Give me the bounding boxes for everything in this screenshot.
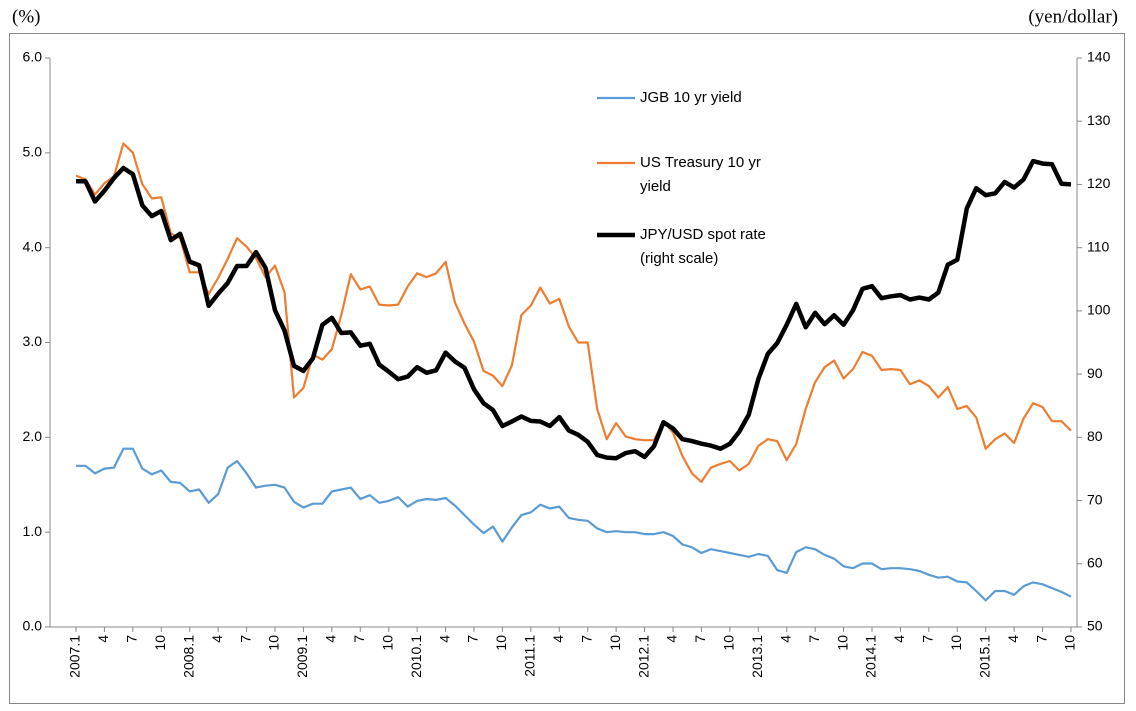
x-tick-label: 4 [664, 635, 680, 643]
x-tick-label: 10 [721, 635, 737, 651]
x-tick-label: 7 [578, 635, 594, 643]
x-tick-label: 7 [124, 635, 140, 643]
chart-frame [9, 33, 1125, 704]
x-tick-label: 10 [834, 635, 850, 651]
x-tick-label: 7 [692, 635, 708, 643]
y2-tick-label: 60 [1087, 554, 1103, 570]
x-tick-label: 4 [209, 635, 225, 643]
y2-tick-label: 130 [1087, 112, 1111, 128]
y-tick-label: 5.0 [23, 144, 43, 160]
x-tick-label: 10 [152, 635, 168, 651]
y2-tick-label: 140 [1087, 49, 1111, 65]
legend-label: JPY/USD spot rate (right scale) [640, 226, 766, 267]
x-tick-label: 7 [1033, 635, 1049, 643]
x-tick-label: 10 [607, 635, 623, 651]
y-tick-label: 4.0 [23, 238, 43, 254]
x-tick-label: 2011.1 [522, 635, 538, 677]
x-tick-label: 7 [351, 635, 367, 643]
x-tick-label: 4 [1005, 635, 1021, 643]
y-tick-label: 6.0 [23, 49, 43, 65]
x-tick-label: 10 [266, 635, 282, 651]
x-tick-label: 10 [1062, 635, 1078, 651]
x-tick-label: 7 [806, 635, 822, 643]
x-tick-label: 4 [891, 635, 907, 643]
x-tick-label: 2010.1 [408, 635, 424, 678]
x-tick-label: 4 [323, 635, 339, 643]
y2-tick-label: 100 [1087, 302, 1111, 318]
x-tick-label: 7 [920, 635, 936, 643]
x-tick-label: 7 [237, 635, 253, 643]
series-line [76, 447, 1072, 602]
legend-label: JGB 10 yr yield [640, 89, 742, 106]
x-tick-label: 10 [379, 635, 395, 651]
x-tick-label: 4 [550, 635, 566, 643]
y2-tick-label: 90 [1087, 365, 1103, 381]
series-line [75, 142, 1072, 483]
y-tick-label: 1.0 [23, 523, 43, 539]
y2-tick-label: 50 [1087, 618, 1103, 634]
legend-label: US Treasury 10 yr yield [640, 154, 761, 195]
x-tick-label: 2015.1 [976, 635, 992, 678]
series-line [76, 158, 1072, 461]
x-tick-label: 2012.1 [635, 635, 651, 678]
x-tick-label: 4 [436, 635, 452, 643]
y2-tick-label: 80 [1087, 428, 1103, 444]
x-tick-label: 10 [493, 635, 509, 651]
y-axis-label: (%) [12, 6, 40, 27]
x-tick-label: 2008.1 [180, 635, 196, 678]
y-tick-label: 0.0 [23, 618, 43, 634]
y2-tick-label: 70 [1087, 491, 1103, 507]
x-tick-label: 7 [465, 635, 481, 643]
x-tick-label: 2014.1 [863, 635, 879, 678]
x-tick-label: 4 [95, 635, 111, 643]
x-tick-label: 10 [948, 635, 964, 651]
y2-tick-label: 110 [1087, 238, 1110, 254]
y2-axis-label: (yen/dollar) [1028, 6, 1118, 27]
x-tick-label: 2007.1 [67, 635, 83, 678]
x-tick-label: 2013.1 [749, 635, 765, 678]
y-tick-label: 2.0 [23, 428, 43, 444]
y2-tick-label: 120 [1087, 175, 1111, 191]
x-tick-label: 4 [777, 635, 793, 643]
y-tick-label: 3.0 [23, 333, 43, 349]
x-tick-label: 2009.1 [294, 635, 310, 678]
